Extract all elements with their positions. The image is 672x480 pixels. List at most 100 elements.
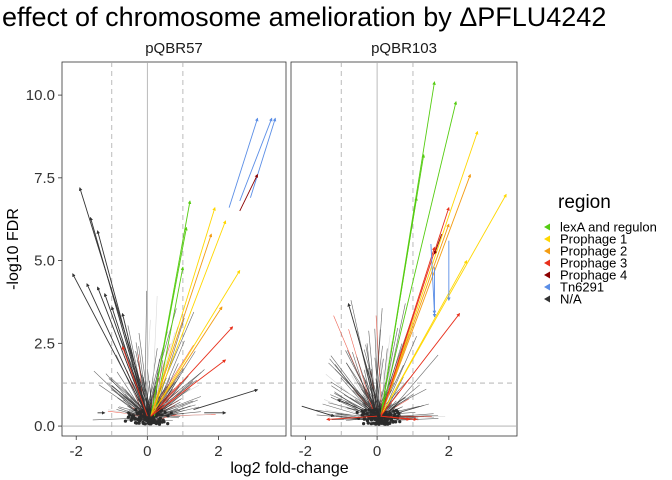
legend-key-arrow	[544, 283, 550, 291]
background-point	[367, 408, 371, 412]
data-arrow	[326, 415, 378, 422]
background-point	[384, 419, 388, 424]
background-point	[362, 422, 366, 426]
background-arrow	[356, 356, 377, 415]
background-point	[371, 408, 375, 413]
data-arrow	[380, 130, 479, 417]
legend-label: Prophage 3	[560, 256, 627, 271]
legend-item: Prophage 3	[544, 256, 627, 271]
background-point	[137, 421, 141, 425]
background-point	[386, 422, 390, 426]
y-axis-title: -log10 FDR	[5, 208, 22, 290]
background-arrow	[153, 414, 177, 422]
y-tick-label: 5.0	[34, 253, 55, 270]
background-point	[133, 416, 138, 421]
background-arrow	[347, 350, 380, 421]
background-point	[371, 421, 376, 425]
legend-item: N/A	[544, 292, 582, 307]
data-arrow	[228, 117, 259, 208]
data-arrow	[121, 345, 148, 417]
x-tick-label: -2	[70, 443, 83, 460]
legend-key-arrow	[544, 223, 550, 231]
background-arrow	[379, 341, 393, 416]
data-arrow	[380, 259, 468, 417]
y-tick-label: 7.5	[34, 170, 55, 187]
background-point	[382, 412, 386, 416]
background-arrow	[373, 308, 383, 421]
facet-strip-label: pQBR57	[145, 40, 203, 57]
legend-label: Prophage 1	[560, 232, 627, 247]
background-point	[133, 421, 138, 425]
background-point	[157, 419, 161, 423]
background-point	[139, 414, 144, 418]
data-arrow	[380, 246, 436, 417]
background-point	[392, 409, 396, 413]
data-arrow	[150, 359, 227, 417]
data-arrow	[193, 388, 259, 410]
background-arrow	[329, 358, 377, 417]
background-point	[160, 413, 164, 417]
data-arrow	[239, 173, 258, 212]
background-point	[366, 421, 370, 425]
data-arrow	[430, 244, 437, 315]
data-arrow	[96, 286, 148, 417]
x-tick-label: 2	[214, 443, 222, 460]
data-arrow	[380, 101, 458, 417]
background-point	[393, 412, 397, 416]
background-arrow	[348, 329, 375, 417]
data-arrow	[150, 233, 213, 417]
data-arrow	[150, 206, 216, 417]
data-arrow	[239, 117, 273, 202]
background-point	[166, 414, 170, 418]
background-point	[145, 408, 150, 412]
data-arrow	[78, 187, 152, 417]
x-tick-label: -2	[299, 443, 312, 460]
background-point	[153, 420, 157, 424]
panel-body	[291, 62, 517, 436]
legend-item: lexA and regulon	[544, 220, 657, 235]
legend-label: N/A	[560, 292, 582, 307]
background-point	[123, 419, 128, 423]
background-point	[376, 412, 380, 416]
background-point	[355, 410, 359, 414]
background-point	[166, 422, 170, 426]
background-arrow	[142, 375, 152, 416]
background-point	[376, 420, 380, 424]
data-arrow	[86, 283, 148, 417]
background-point	[380, 421, 384, 425]
legend-key-arrow	[544, 295, 550, 303]
data-arrow	[380, 312, 461, 417]
x-tick-label: 0	[143, 443, 151, 460]
background-arrow	[152, 413, 178, 421]
background-point	[136, 412, 140, 416]
background-point	[148, 421, 152, 425]
background-point	[151, 417, 155, 421]
legend-label: Prophage 4	[560, 268, 627, 283]
background-point	[136, 418, 140, 422]
background-point	[394, 420, 398, 424]
background-point	[129, 418, 133, 422]
data-arrow	[89, 216, 148, 417]
legend-title: region	[558, 192, 611, 213]
y-tick-label: 2.5	[34, 335, 55, 352]
data-arrow	[380, 173, 472, 417]
data-arrow	[380, 196, 418, 417]
background-point	[391, 420, 395, 424]
data-arrow	[347, 302, 382, 417]
data-arrow	[250, 117, 277, 198]
data-arrow	[301, 405, 335, 418]
background-point	[145, 418, 149, 422]
data-arrow	[150, 326, 234, 417]
data-arrow	[121, 312, 148, 417]
background-point	[397, 412, 401, 416]
legend-key-arrow	[544, 271, 550, 279]
x-axis-title: log2 fold-change	[230, 460, 348, 477]
data-arrow	[150, 220, 227, 417]
background-point	[143, 422, 147, 426]
legend-key-arrow	[544, 259, 550, 267]
data-arrow	[150, 269, 241, 417]
background-point	[374, 417, 378, 421]
legend-item: Prophage 4	[544, 268, 627, 283]
legend-key-arrow	[544, 247, 550, 255]
data-arrow	[72, 273, 148, 417]
